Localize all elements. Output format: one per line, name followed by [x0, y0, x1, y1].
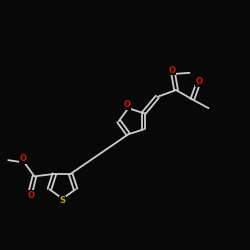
Text: O: O	[195, 77, 202, 86]
Text: O: O	[27, 191, 34, 200]
Text: O: O	[124, 100, 130, 109]
Text: O: O	[20, 154, 27, 164]
Text: O: O	[168, 66, 175, 75]
Text: S: S	[60, 196, 66, 205]
